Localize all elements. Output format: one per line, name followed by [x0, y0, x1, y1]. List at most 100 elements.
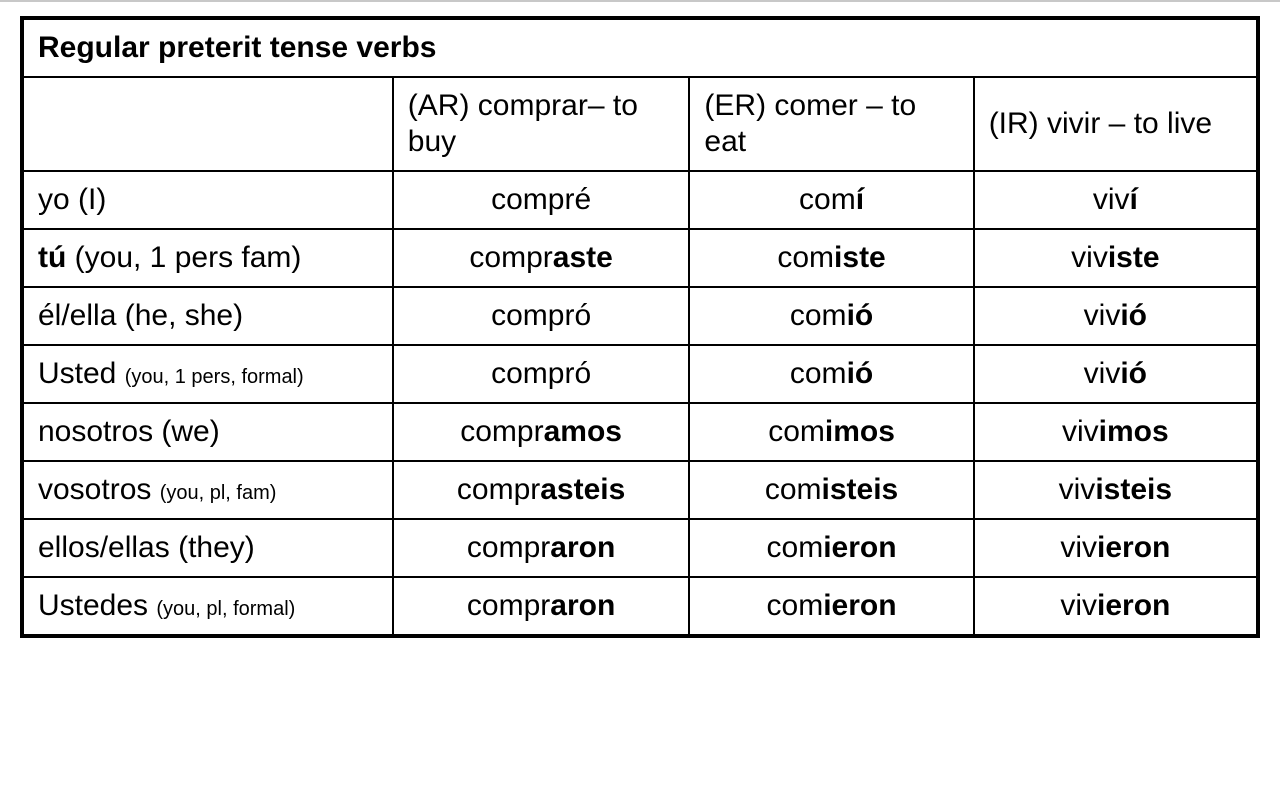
conjugation-cell: compramos [393, 403, 690, 461]
verb-stem: compr [491, 357, 574, 390]
row-pronoun: Ustedes (you, pl, formal) [22, 577, 393, 636]
pronoun-main: yo [38, 183, 78, 216]
verb-ending: isteis [822, 473, 899, 506]
table-body: Regular preterit tense verbs (AR) compra… [22, 18, 1258, 636]
verb-ending: ió [1120, 357, 1147, 390]
conjugation-cell: vivió [974, 345, 1258, 403]
conjugation-cell: compré [393, 171, 690, 229]
verb-stem: viv [1060, 531, 1097, 564]
verb-ending: amos [544, 415, 622, 448]
row-pronoun: yo (I) [22, 171, 393, 229]
pronoun-main: Ustedes [38, 589, 156, 622]
verb-stem: viv [1059, 473, 1096, 506]
header-row: (AR) comprar– to buy (ER) comer – to eat… [22, 77, 1258, 171]
verb-stem: viv [1084, 299, 1121, 332]
row-pronoun: tú (you, 1 pers fam) [22, 229, 393, 287]
conjugation-cell: compraron [393, 577, 690, 636]
conjugation-cell: compraron [393, 519, 690, 577]
verb-ending: iste [834, 241, 886, 274]
verb-ending: aron [550, 589, 615, 622]
verb-ending: ó [574, 299, 591, 332]
verb-stem: com [799, 183, 856, 216]
verb-stem: com [790, 357, 847, 390]
conjugation-cell: viví [974, 171, 1258, 229]
verb-ending: ieron [823, 531, 896, 564]
conjugation-cell: vivisteis [974, 461, 1258, 519]
verb-stem: compr [460, 415, 543, 448]
pronoun-main: ellos/ellas [38, 531, 178, 564]
verb-ending: í [856, 183, 864, 216]
conjugation-cell: comimos [689, 403, 973, 461]
header-ir-dash: – [1100, 107, 1133, 140]
verb-conjugation-table: Regular preterit tense verbs (AR) compra… [20, 16, 1260, 638]
table-row: él/ella (he, she)comprócomióvivió [22, 287, 1258, 345]
verb-stem: viv [1093, 183, 1130, 216]
row-pronoun: nosotros (we) [22, 403, 393, 461]
conjugation-cell: comieron [689, 577, 973, 636]
table-row: Usted (you, 1 pers, formal)comprócomióvi… [22, 345, 1258, 403]
pronoun-paren: (we) [161, 415, 219, 448]
row-pronoun: ellos/ellas (they) [22, 519, 393, 577]
verb-stem: compr [491, 183, 574, 216]
table-row: ellos/ellas (they)compraroncomieronvivie… [22, 519, 1258, 577]
table-row: Ustedes (you, pl, formal)compraroncomier… [22, 577, 1258, 636]
verb-ending: asteis [540, 473, 625, 506]
table-row: vosotros (you, pl, fam)comprasteiscomist… [22, 461, 1258, 519]
conjugation-cell: vivieron [974, 577, 1258, 636]
conjugation-cell: viviste [974, 229, 1258, 287]
verb-ending: ieron [823, 589, 896, 622]
row-pronoun: Usted (you, 1 pers, formal) [22, 345, 393, 403]
verb-ending: ó [574, 357, 591, 390]
conjugation-cell: vivieron [974, 519, 1258, 577]
verb-stem: compr [467, 589, 550, 622]
header-ir-verb: vivir [1047, 107, 1100, 140]
table-row: nosotros (we)compramoscomimosvivimos [22, 403, 1258, 461]
conjugation-cell: comiste [689, 229, 973, 287]
header-ar-dash: – [588, 89, 613, 122]
verb-stem: com [767, 589, 824, 622]
verb-stem: compr [457, 473, 540, 506]
verb-stem: compr [467, 531, 550, 564]
row-pronoun: él/ella (he, she) [22, 287, 393, 345]
verb-ending: imos [825, 415, 895, 448]
header-er-dash: – [858, 89, 891, 122]
verb-stem: com [777, 241, 834, 274]
conjugation-cell: comí [689, 171, 973, 229]
verb-ending: iste [1108, 241, 1160, 274]
header-ar-prefix: (AR) [408, 89, 478, 122]
verb-stem: com [768, 415, 825, 448]
pronoun-main: nosotros [38, 415, 161, 448]
pronoun-main: vosotros [38, 473, 160, 506]
title-row: Regular preterit tense verbs [22, 18, 1258, 77]
row-pronoun: vosotros (you, pl, fam) [22, 461, 393, 519]
conjugation-cell: comprasteis [393, 461, 690, 519]
pronoun-paren: (I) [78, 183, 106, 216]
verb-stem: com [767, 531, 824, 564]
pronoun-paren: (they) [178, 531, 255, 564]
conjugation-cell: comieron [689, 519, 973, 577]
page: Regular preterit tense verbs (AR) compra… [0, 0, 1280, 638]
header-ir: (IR) vivir – to live [974, 77, 1258, 171]
verb-ending: é [574, 183, 591, 216]
conjugation-cell: comió [689, 287, 973, 345]
verb-ending: ió [1120, 299, 1147, 332]
verb-ending: í [1130, 183, 1138, 216]
verb-stem: viv [1062, 415, 1099, 448]
header-ar: (AR) comprar– to buy [393, 77, 690, 171]
pronoun-paren: (you, pl, fam) [160, 482, 277, 504]
verb-stem: com [790, 299, 847, 332]
header-er-verb: comer [774, 89, 857, 122]
header-empty [22, 77, 393, 171]
header-er-prefix: (ER) [704, 89, 774, 122]
verb-ending: isteis [1095, 473, 1172, 506]
header-ir-gloss: to live [1134, 107, 1212, 140]
conjugation-cell: compraste [393, 229, 690, 287]
table-row: yo (I)comprécomíviví [22, 171, 1258, 229]
conjugation-cell: comió [689, 345, 973, 403]
verb-ending: ieron [1097, 531, 1170, 564]
verb-stem: compr [469, 241, 552, 274]
pronoun-paren: (you, 1 pers, formal) [125, 366, 304, 388]
pronoun-main: él/ella [38, 299, 125, 332]
conjugation-cell: compró [393, 345, 690, 403]
header-ar-verb: comprar [478, 89, 588, 122]
